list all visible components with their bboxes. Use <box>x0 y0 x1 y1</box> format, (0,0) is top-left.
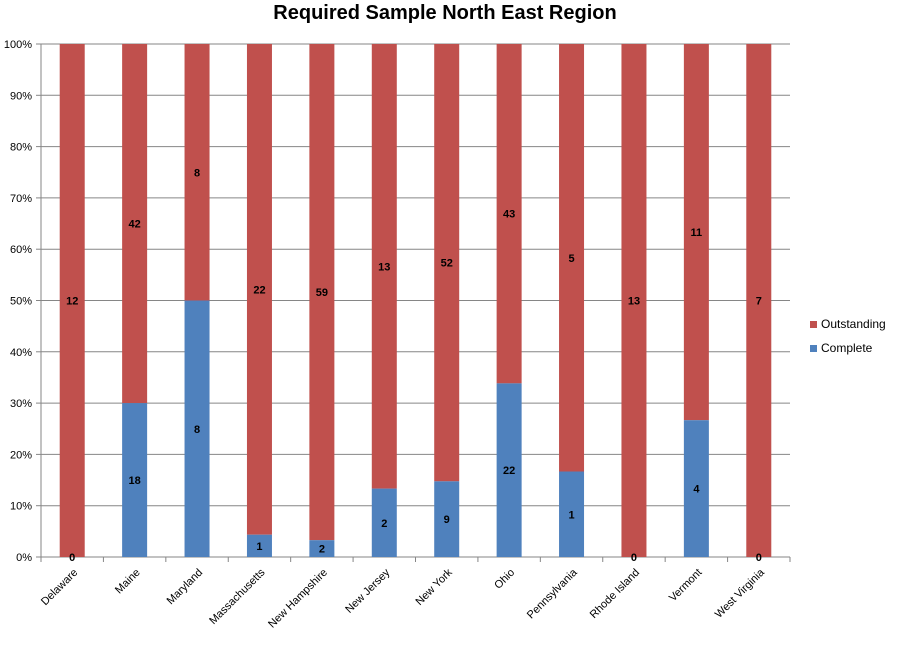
y-tick-label: 20% <box>10 449 32 461</box>
bar-complete <box>246 534 272 557</box>
bar-outstanding <box>246 44 272 535</box>
bar-outstanding <box>309 44 335 541</box>
data-label-complete: 22 <box>503 465 515 477</box>
y-tick-label: 50% <box>10 296 32 308</box>
bar-outstanding <box>434 44 460 482</box>
data-label-outstanding: 13 <box>378 261 390 273</box>
x-tick-label: Ohio <box>492 567 517 592</box>
bar-complete <box>184 300 210 557</box>
data-label-complete: 9 <box>444 514 450 526</box>
data-label-outstanding: 43 <box>503 209 515 221</box>
legend-label: Outstanding <box>821 317 886 331</box>
data-label-complete: 0 <box>69 552 75 564</box>
bar-outstanding <box>184 44 210 301</box>
data-label-outstanding: 22 <box>253 284 265 296</box>
data-label-complete: 1 <box>568 509 574 521</box>
bar-outstanding <box>621 44 647 557</box>
y-tick-label: 70% <box>10 193 32 205</box>
legend-label: Complete <box>821 341 873 355</box>
data-label-outstanding: 8 <box>194 167 200 179</box>
bar-complete <box>683 420 709 557</box>
x-tick-label: Massachusetts <box>207 566 268 627</box>
x-tick-label: West Virginia <box>713 566 768 621</box>
legend-swatch <box>810 321 817 328</box>
x-tick-label: Rhode Island <box>588 567 642 621</box>
y-tick-label: 100% <box>4 39 32 51</box>
y-tick-label: 80% <box>10 142 32 154</box>
data-label-complete: 8 <box>194 424 200 436</box>
bar-outstanding <box>559 44 585 472</box>
data-label-outstanding: 13 <box>628 296 640 308</box>
bar-outstanding <box>371 44 397 489</box>
data-label-outstanding: 5 <box>568 253 574 265</box>
y-tick-label: 60% <box>10 244 32 256</box>
bar-outstanding <box>122 44 148 404</box>
x-tick-label: Maryland <box>165 567 205 607</box>
data-label-complete: 0 <box>631 552 637 564</box>
bar-complete <box>371 488 397 557</box>
x-tick-label: Delaware <box>39 567 80 608</box>
x-tick-label: Vermont <box>667 567 704 604</box>
data-label-outstanding: 42 <box>129 219 141 231</box>
data-label-outstanding: 59 <box>316 287 328 299</box>
data-label-complete: 0 <box>756 552 762 564</box>
y-tick-label: 10% <box>10 501 32 513</box>
x-tick-label: New Jersey <box>343 566 392 615</box>
y-tick-label: 0% <box>16 552 32 564</box>
y-tick-label: 90% <box>10 90 32 102</box>
y-tick-label: 30% <box>10 398 32 410</box>
x-tick-label: Maine <box>113 567 143 597</box>
data-label-complete: 2 <box>319 544 325 556</box>
bar-outstanding <box>496 44 522 384</box>
legend-swatch <box>810 345 817 352</box>
bar-outstanding <box>746 44 772 557</box>
data-label-outstanding: 52 <box>441 258 453 270</box>
y-tick-label: 40% <box>10 347 32 359</box>
bar-complete <box>434 481 460 557</box>
data-label-complete: 1 <box>256 541 262 553</box>
bar-complete <box>122 403 148 557</box>
bar-complete <box>496 383 522 557</box>
data-label-complete: 4 <box>693 484 700 496</box>
bar-outstanding <box>59 44 85 557</box>
data-label-outstanding: 11 <box>691 227 703 239</box>
bar-complete <box>309 540 335 557</box>
data-label-complete: 2 <box>381 518 387 530</box>
data-label-outstanding: 7 <box>756 296 762 308</box>
chart-title: Required Sample North East Region <box>273 2 617 24</box>
data-label-outstanding: 12 <box>66 296 78 308</box>
bar-complete <box>559 471 585 557</box>
x-tick-label: New York <box>413 566 455 608</box>
x-tick-label: New Hampshire <box>266 567 330 631</box>
bar-outstanding <box>683 44 709 421</box>
x-tick-label: Pennsylvania <box>525 566 580 621</box>
data-label-complete: 18 <box>129 475 141 487</box>
